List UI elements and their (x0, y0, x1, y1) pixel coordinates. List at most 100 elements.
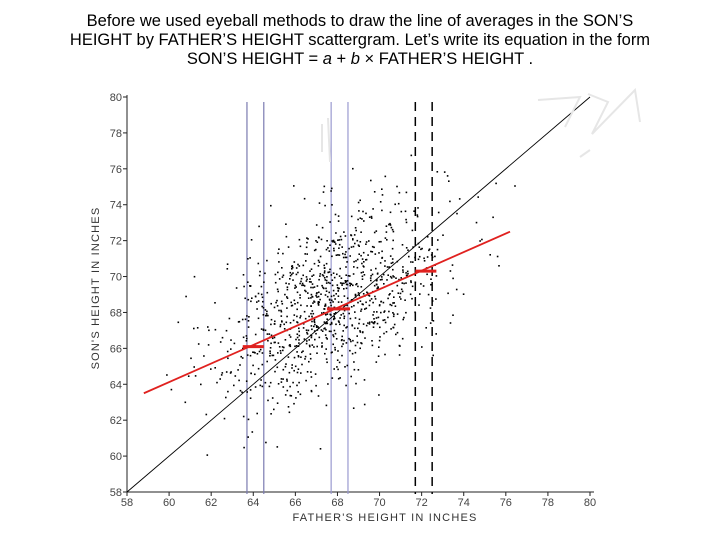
data-point (359, 199, 361, 202)
data-point (323, 321, 326, 323)
data-point (346, 364, 349, 367)
data-point (302, 274, 304, 277)
data-point (273, 306, 276, 309)
data-point (334, 332, 337, 335)
data-point (397, 292, 400, 294)
data-point (281, 303, 284, 305)
data-point (326, 322, 329, 325)
data-point (225, 371, 228, 373)
data-point (300, 280, 302, 283)
data-point (306, 278, 308, 281)
data-point (329, 323, 332, 326)
data-point (341, 246, 343, 248)
data-point (337, 290, 340, 292)
data-point (325, 290, 328, 292)
data-point (403, 316, 405, 319)
data-point (281, 276, 284, 278)
data-point (288, 344, 291, 347)
data-point (315, 332, 317, 335)
data-point (389, 255, 392, 257)
data-point (298, 330, 300, 333)
data-point (226, 268, 229, 270)
data-point (374, 295, 376, 298)
data-point (389, 293, 391, 295)
data-point (249, 389, 252, 391)
data-point (302, 350, 304, 352)
data-point (289, 278, 291, 280)
data-point (184, 401, 187, 404)
data-point (249, 397, 252, 399)
data-point (321, 346, 323, 348)
data-point (230, 348, 232, 350)
data-point (334, 349, 336, 351)
x-tick-label: 62 (205, 497, 217, 509)
data-point (368, 216, 371, 218)
data-point (355, 260, 357, 262)
data-point (281, 320, 283, 322)
data-point (390, 328, 392, 330)
data-point (282, 368, 285, 371)
data-point (292, 279, 294, 281)
data-point (316, 285, 319, 287)
data-point (271, 397, 274, 399)
data-point (371, 251, 374, 253)
regression-line (143, 230, 511, 395)
data-point (313, 318, 316, 321)
data-point (313, 325, 315, 328)
data-point (391, 247, 394, 250)
data-point (259, 348, 262, 351)
data-point (307, 297, 310, 299)
data-point (375, 317, 378, 319)
data-point (434, 255, 436, 258)
data-point (350, 283, 353, 285)
data-point (288, 371, 291, 374)
data-point (346, 261, 348, 263)
data-point (372, 301, 374, 304)
data-point (287, 356, 290, 358)
data-point (319, 448, 322, 450)
data-point (369, 299, 371, 302)
data-point (377, 316, 380, 319)
data-point (294, 287, 296, 289)
data-point (392, 302, 394, 304)
data-point (296, 315, 298, 318)
data-point (405, 218, 407, 221)
sd-line (126, 96, 591, 493)
data-point (305, 379, 307, 382)
data-point (410, 281, 412, 284)
data-point (361, 303, 364, 305)
data-point (387, 316, 389, 319)
data-point (352, 407, 355, 409)
data-point (345, 274, 347, 276)
data-point (328, 330, 331, 333)
data-point (288, 283, 290, 285)
data-point (416, 215, 419, 218)
data-point (419, 293, 421, 295)
data-point (418, 304, 420, 306)
equation-b: b (350, 50, 360, 68)
data-point (338, 239, 341, 241)
data-point (295, 345, 298, 347)
data-point (269, 352, 271, 355)
data-point (332, 335, 335, 338)
data-point (378, 394, 380, 396)
data-point (282, 378, 284, 380)
data-point (264, 309, 267, 311)
data-point (254, 352, 256, 354)
data-point (274, 273, 277, 276)
data-point (384, 353, 386, 356)
data-point (361, 278, 364, 280)
data-point (318, 291, 320, 294)
data-point (286, 297, 289, 299)
data-point (193, 327, 195, 330)
data-point (301, 351, 303, 354)
data-point (353, 266, 355, 268)
data-point (241, 391, 243, 394)
data-point (328, 271, 331, 273)
data-point (269, 381, 272, 384)
data-point (387, 274, 389, 276)
data-point (435, 298, 437, 300)
data-point (320, 329, 323, 331)
data-point (210, 368, 212, 370)
data-point (426, 273, 428, 276)
